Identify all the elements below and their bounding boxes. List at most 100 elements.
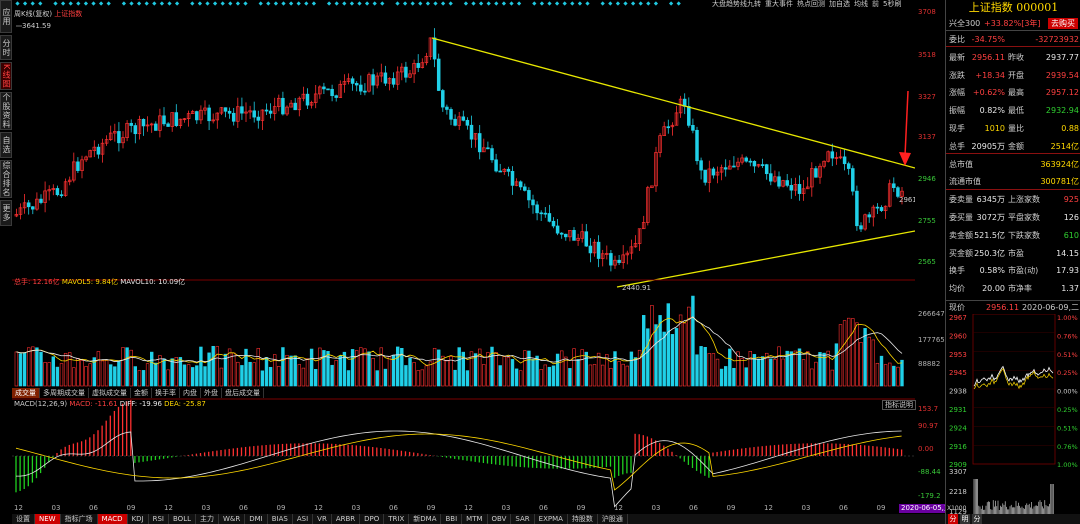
candle-body <box>887 183 892 207</box>
signal-diamond <box>463 1 469 6</box>
signal-diamond <box>273 1 279 6</box>
mini-btn-0[interactable]: 分 <box>948 514 958 524</box>
candle-body <box>826 151 830 162</box>
volume-bar <box>359 347 363 387</box>
volume-tab-3[interactable]: 金额 <box>131 388 152 398</box>
quote-row: 现手 1010 量比 0.88 <box>946 121 1080 136</box>
signal-diamond <box>448 1 453 6</box>
volume-tab-7[interactable]: 盘后成交量 <box>222 388 264 398</box>
quote-label: 总市值 <box>949 159 973 169</box>
indicator-tab-19[interactable]: OBV <box>488 514 512 524</box>
volume-bar <box>527 350 531 387</box>
indicator-help-button[interactable]: 指标说明 <box>882 400 916 410</box>
indicator-tab-22[interactable]: 持股数 <box>568 514 598 524</box>
indicator-tab-12[interactable]: VR <box>313 514 332 524</box>
signal-diamond <box>562 1 567 6</box>
volume-tab-4[interactable]: 换手率 <box>152 388 180 398</box>
volume-bar <box>510 359 515 387</box>
volume-bar <box>256 348 260 387</box>
toolbar-item-1[interactable]: 重大事件 <box>765 0 793 8</box>
volume-bar <box>584 351 589 387</box>
indicator-tab-18[interactable]: MTM <box>462 514 488 524</box>
volume-bar <box>457 347 461 387</box>
quote-label: 买金额 <box>949 248 973 258</box>
signal-diamond <box>357 1 362 6</box>
quote-label-2: 市净率 <box>1008 284 1032 294</box>
indicator-tab-13[interactable]: ARBR <box>332 514 361 524</box>
candle-body <box>576 237 580 241</box>
quote-value: 6345万 <box>976 195 1005 205</box>
left-tab-4[interactable]: 自选股 <box>0 132 12 158</box>
volume-tab-2[interactable]: 虚拟成交量 <box>89 388 131 398</box>
candle-body <box>428 37 433 57</box>
toolbar-item-2[interactable]: 热点回测 <box>797 0 825 8</box>
volume-tab-1[interactable]: 多周期成交量 <box>40 388 89 398</box>
candle-body <box>609 253 613 266</box>
indicator-tab-5[interactable]: RSI <box>149 514 169 524</box>
buy-button[interactable]: 去购买 <box>1048 18 1078 29</box>
indicator-tab-0[interactable]: 设置 <box>12 514 35 524</box>
candle-body <box>47 189 51 192</box>
price-chart[interactable]: 3641.59 2440.91 2961 <box>12 16 915 516</box>
indicator-tab-2[interactable]: 指标广场 <box>61 514 98 524</box>
left-tab-3[interactable]: 个股资料 <box>0 92 12 130</box>
quote-row: 振幅 0.82% 最低 2932.94 <box>946 103 1080 118</box>
left-tab-0[interactable]: 应用 <box>0 0 12 33</box>
price-tick: 2565 <box>918 258 936 266</box>
volume-bar <box>133 366 138 387</box>
candle-body <box>190 111 195 114</box>
volume-bar <box>88 363 92 387</box>
candle-body <box>769 173 773 182</box>
indicator-tab-17[interactable]: BBI <box>441 514 463 524</box>
indicator-tab-7[interactable]: 主力 <box>196 514 219 524</box>
time-axis: 12 03 06 09 12 03 06 09 12 03 06 09 12 03 06 09 12 03 06 09… <box>12 504 915 513</box>
left-tab-6[interactable]: 更多 <box>0 200 12 226</box>
signal-diamond <box>30 1 35 6</box>
volume-bar <box>141 370 146 387</box>
indicator-tab-23[interactable]: 沪股通 <box>598 514 628 524</box>
indicator-tab-11[interactable]: ASI <box>293 514 314 524</box>
indicator-tab-15[interactable]: TRIX <box>384 514 410 524</box>
indicator-tab-10[interactable]: BIAS <box>268 514 293 524</box>
intraday-chart[interactable]: 2967 2960 2953 2945 2938 2931 2924 2916 2909 1.00… <box>946 314 1080 514</box>
left-tab-1[interactable]: 分时图 <box>0 35 12 60</box>
volume-bar <box>80 360 84 387</box>
mini-btn-1[interactable]: 明 <box>960 514 970 524</box>
candle-body <box>559 232 564 235</box>
indicator-tab-1[interactable]: NEW <box>35 514 61 524</box>
indicator-tab-4[interactable]: KDJ <box>128 514 149 524</box>
volume-bar <box>617 361 621 387</box>
signal-diamond <box>440 1 446 6</box>
indicator-tab-14[interactable]: DPO <box>360 514 385 524</box>
indicator-tab-16[interactable]: 新DMA <box>409 514 442 524</box>
volume-bar <box>814 361 818 387</box>
toolbar-item-6[interactable]: 5秒刷 <box>883 0 902 8</box>
chart-title: 周K线(复权) 上证指数 <box>14 9 82 19</box>
left-tab-2[interactable]: K线图 <box>0 62 12 90</box>
candle-body <box>449 109 453 120</box>
candle-body <box>313 93 318 103</box>
indicator-tab-21[interactable]: EXPMA <box>535 514 568 524</box>
toolbar-item-5[interactable]: 前 <box>872 0 879 8</box>
toolbar-item-4[interactable]: 均线 <box>854 0 868 8</box>
indicator-tab-6[interactable]: BOLL <box>169 514 196 524</box>
volume-tab-0[interactable]: 成交量 <box>12 388 40 398</box>
indicator-tab-3[interactable]: MACD <box>97 514 128 524</box>
mini-btn-2[interactable]: 分 <box>972 514 982 524</box>
left-tab-5[interactable]: 综合排名 <box>0 160 12 198</box>
volume-bars <box>14 295 904 387</box>
toolbar-item-3[interactable]: 加自选 <box>829 0 850 8</box>
signal-diamond <box>516 1 522 6</box>
quote-value-2: 17.93 <box>1056 266 1079 276</box>
candle-body <box>736 161 740 167</box>
indicator-tab-20[interactable]: SAR <box>511 514 535 524</box>
volume-tab-5[interactable]: 内盘 <box>180 388 201 398</box>
candle-body <box>416 63 420 68</box>
toolbar-item-0[interactable]: 大盘趋势线九转 <box>712 0 761 8</box>
indicator-tab-9[interactable]: DMI <box>245 514 268 524</box>
volume-tab-6[interactable]: 外盘 <box>201 388 222 398</box>
volume-bar <box>851 318 855 387</box>
volume-bar <box>740 358 744 387</box>
indicator-tab-8[interactable]: W&R <box>219 514 246 524</box>
signal-diamond <box>646 1 651 6</box>
